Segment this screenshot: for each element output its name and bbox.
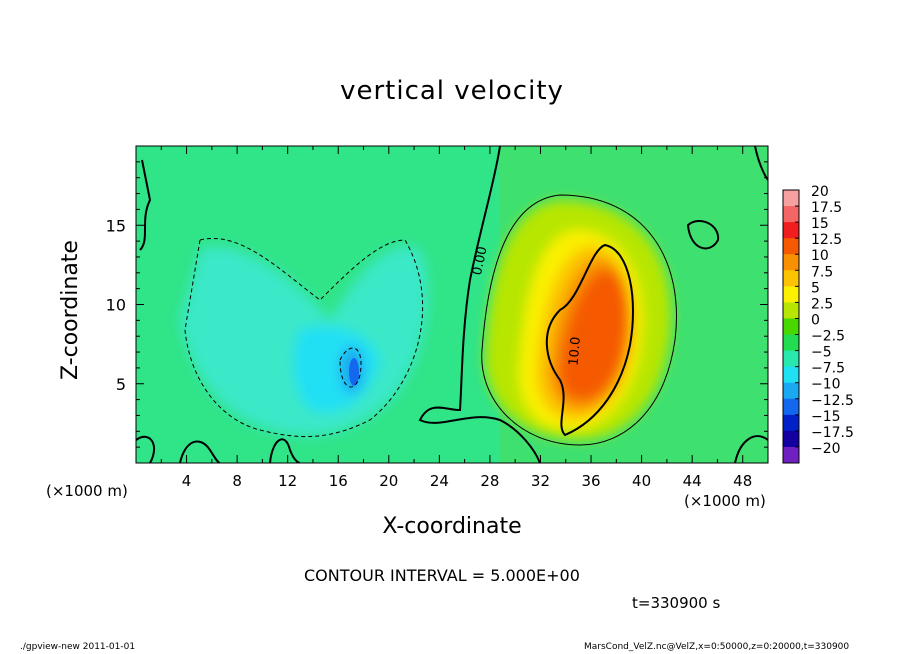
y-tick-label: 10 xyxy=(106,296,126,315)
colorbar-label: 17.5 xyxy=(811,200,842,216)
colorbar-label: −5 xyxy=(811,345,832,361)
time-label: t=330900 s xyxy=(632,594,721,612)
colorbar-swatch xyxy=(783,334,799,352)
x-tick-label: 48 xyxy=(733,472,752,490)
colorbar-swatch xyxy=(783,382,799,400)
y-tick-label: 15 xyxy=(106,216,126,235)
x-axis-label: X-coordinate xyxy=(382,514,522,539)
contour-interval: CONTOUR INTERVAL = 5.000E+00 xyxy=(304,566,580,585)
colorbar-swatch xyxy=(783,206,799,223)
colorbar-label: 15 xyxy=(811,216,829,232)
colorbar-swatch xyxy=(783,302,799,319)
colorbar-swatch xyxy=(783,446,799,464)
colorbar-swatch xyxy=(783,190,799,207)
colorbar-label: 0 xyxy=(811,312,820,328)
colorbar-label: −15 xyxy=(811,409,841,425)
x-tick-label: 20 xyxy=(379,472,398,490)
zero-contour xyxy=(418,146,541,463)
colorbar-swatch xyxy=(783,430,799,448)
colorbar-swatch xyxy=(783,222,799,239)
colorbar-swatch xyxy=(783,414,799,432)
y-axis: 5 10 15 xyxy=(106,161,768,448)
downdraft-core xyxy=(349,358,359,386)
colorbar-swatch xyxy=(783,398,799,416)
colorbar-label: 12.5 xyxy=(811,232,842,248)
ten-contour xyxy=(545,243,634,437)
x-tick-label: 44 xyxy=(683,472,702,490)
colorbar-label: −7.5 xyxy=(811,361,845,377)
colorbar-label: 10 xyxy=(811,248,829,264)
colorbar-swatch xyxy=(783,286,799,303)
downdraft-shading xyxy=(180,246,428,436)
colorbar-swatch xyxy=(783,366,799,384)
colorbar-label: −10 xyxy=(811,377,841,393)
x-tick-label: 8 xyxy=(232,472,242,490)
colorbar-swatch xyxy=(783,238,799,255)
updraft-shading xyxy=(484,200,672,440)
colorbar-label: 20 xyxy=(811,184,829,200)
footer-left: ./gpview-new 2011-01-01 xyxy=(20,642,136,652)
colorbar-label: −20 xyxy=(811,441,841,457)
colorbar-swatch xyxy=(783,318,799,336)
chart-title: vertical velocity xyxy=(340,76,564,106)
y-axis-label: Z-coordinate xyxy=(58,240,83,380)
negative-contour xyxy=(184,238,424,437)
colorbar-frame xyxy=(782,189,800,464)
x-axis: 4 8 12 16 20 24 28 32 36 40 44 48 xyxy=(160,146,752,490)
contour-label: 0.00 xyxy=(470,245,491,276)
colorbar-swatch xyxy=(783,350,799,368)
x-tick-label: 36 xyxy=(581,472,600,490)
x-tick-label: 28 xyxy=(480,472,499,490)
x-tick-label: 4 xyxy=(182,472,192,490)
x-tick-label: 24 xyxy=(430,472,449,490)
plot-area: 0.00 10.0 xyxy=(136,146,768,463)
contour-label: 10.0 xyxy=(567,336,584,366)
x-tick-label: 40 xyxy=(632,472,651,490)
five-contour xyxy=(481,194,677,446)
footer-right: MarsCond_VelZ.nc@VelZ,x=0:50000,z=0:2000… xyxy=(584,642,850,652)
x-tick-label: 16 xyxy=(329,472,348,490)
colorbar-swatch xyxy=(783,270,799,287)
colorbar-label: −2.5 xyxy=(811,329,845,345)
y-tick-label: 5 xyxy=(116,375,126,394)
colorbar-label: −12.5 xyxy=(811,393,854,409)
x-tick-label: 12 xyxy=(278,472,297,490)
x-unit-right: (×1000 m) xyxy=(684,492,766,510)
colorbar-label: 5 xyxy=(811,280,820,296)
colorbar-swatch xyxy=(783,254,799,271)
colorbar: 2017.51512.5107.552.50−2.5−5−7.5−10−12.5… xyxy=(782,184,854,464)
colorbar-label: 7.5 xyxy=(811,264,833,280)
colorbar-label: 2.5 xyxy=(811,296,833,312)
x-unit-left: (×1000 m) xyxy=(46,482,128,500)
colorbar-label: −17.5 xyxy=(811,425,854,441)
x-tick-label: 32 xyxy=(531,472,550,490)
